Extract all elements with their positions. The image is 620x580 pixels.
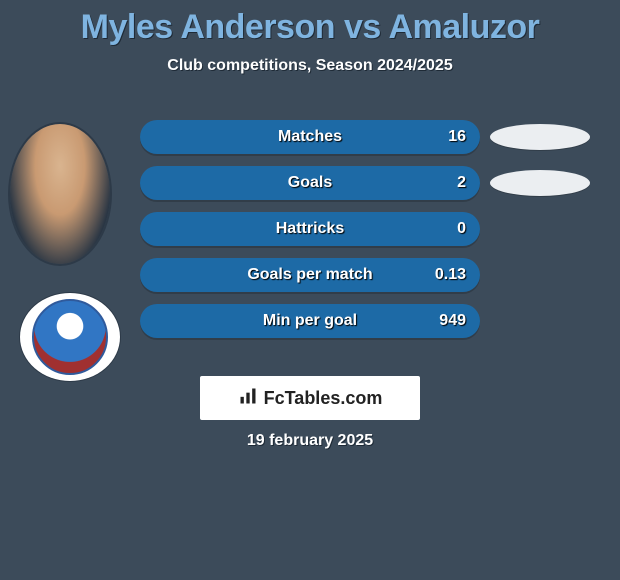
stat-pill: Goals 2: [140, 166, 480, 200]
stats-list: Matches 16 Goals 2 Hattricks 0 Goals per…: [140, 120, 600, 350]
stat-value: 0.13: [435, 258, 466, 292]
club-logo-inner: [32, 299, 108, 375]
stat-pill: Goals per match 0.13: [140, 258, 480, 292]
stat-label: Hattricks: [140, 212, 480, 246]
stat-row-goals-per-match: Goals per match 0.13: [140, 258, 480, 292]
stat-row-goals: Goals 2: [140, 166, 480, 200]
stat-row-hattricks: Hattricks 0: [140, 212, 480, 246]
stat-value: 2: [457, 166, 466, 200]
stat-value: 0: [457, 212, 466, 246]
club-logo: [20, 293, 120, 381]
comparison-oval: [490, 170, 590, 196]
stat-row-matches: Matches 16: [140, 120, 480, 154]
date-label: 19 february 2025: [0, 432, 620, 450]
stat-pill: Hattricks 0: [140, 212, 480, 246]
stat-label: Goals: [140, 166, 480, 200]
page-title: Myles Anderson vs Amaluzor: [0, 0, 620, 47]
stat-value: 16: [448, 120, 466, 154]
player-avatar: [10, 124, 110, 264]
stat-label: Matches: [140, 120, 480, 154]
stat-pill: Min per goal 949: [140, 304, 480, 338]
bar-chart-icon: [238, 386, 258, 411]
page-subtitle: Club competitions, Season 2024/2025: [0, 57, 620, 75]
brand-footer: FcTables.com: [200, 376, 420, 420]
comparison-card: Myles Anderson vs Amaluzor Club competit…: [0, 0, 620, 580]
stat-value: 949: [439, 304, 466, 338]
brand-name: FcTables.com: [264, 388, 383, 409]
stat-label: Min per goal: [140, 304, 480, 338]
comparison-oval: [490, 124, 590, 150]
stat-label: Goals per match: [140, 258, 480, 292]
stat-row-min-per-goal: Min per goal 949: [140, 304, 480, 338]
stat-pill: Matches 16: [140, 120, 480, 154]
